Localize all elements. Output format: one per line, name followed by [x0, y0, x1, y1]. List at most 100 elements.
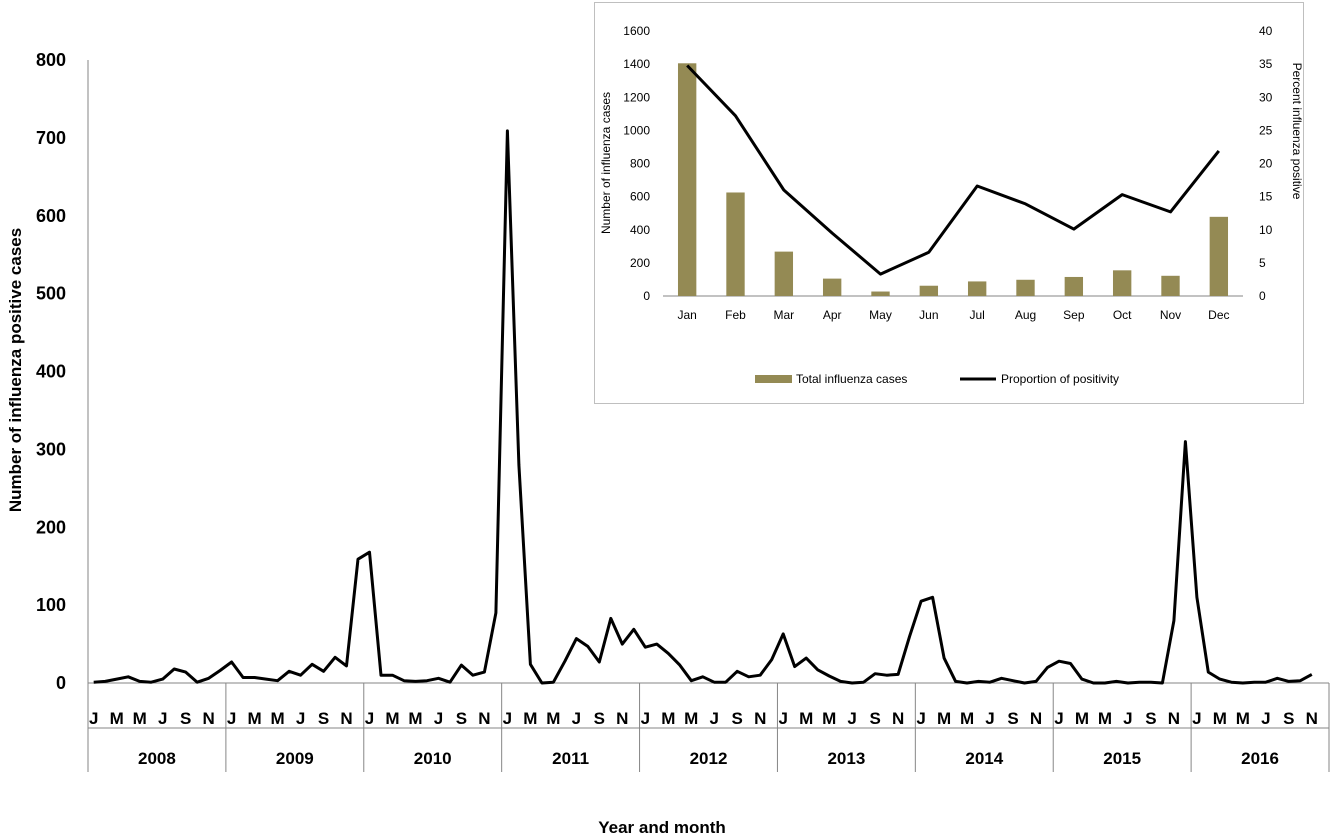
month-tick-label: N [1306, 709, 1318, 728]
month-tick-label: M [385, 709, 399, 728]
inset-y2-tick-label: 5 [1259, 256, 1266, 270]
month-tick-label: M [523, 709, 537, 728]
inset-positivity-line [686, 64, 1220, 276]
legend-label-line: Proportion of positivity [1001, 372, 1119, 386]
month-tick-label: S [318, 709, 329, 728]
main-series-line [93, 129, 1313, 685]
inset-y2-tick-label: 10 [1259, 223, 1273, 237]
inset-bar [822, 278, 842, 296]
month-tick-label: M [1213, 709, 1227, 728]
inset-bar [1209, 216, 1229, 296]
month-tick-label: M [110, 709, 124, 728]
inset-category-label: Nov [1160, 308, 1181, 322]
inset-bar [1112, 270, 1132, 296]
inset-bar [1161, 275, 1180, 296]
month-tick-label: J [916, 709, 925, 728]
month-tick-label: N [478, 709, 490, 728]
month-tick-label: M [684, 709, 698, 728]
year-label: 2012 [690, 749, 728, 768]
inset-category-label: May [869, 308, 892, 322]
month-tick-label: M [1098, 709, 1112, 728]
month-tick-label: J [434, 709, 443, 728]
main-y-tick-label: 600 [36, 206, 66, 226]
inset-y2-tick-label: 20 [1259, 157, 1273, 171]
month-tick-label: J [503, 709, 512, 728]
legend-label-bars: Total influenza cases [796, 372, 907, 386]
month-tick-label: M [248, 709, 262, 728]
month-tick-label: J [710, 709, 719, 728]
inset-bar [919, 285, 939, 296]
inset-category-label: Jan [677, 308, 696, 322]
legend-swatch-bars [755, 375, 792, 383]
main-y-tick-label: 500 [36, 284, 66, 304]
main-y-tick-label: 300 [36, 439, 66, 459]
year-label: 2014 [965, 749, 1003, 768]
month-tick-label: N [892, 709, 904, 728]
month-tick-label: J [778, 709, 787, 728]
month-tick-label: S [732, 709, 743, 728]
month-tick-label: M [799, 709, 813, 728]
main-y-tick-label: 200 [36, 517, 66, 537]
inset-category-label: Sep [1063, 308, 1085, 322]
month-tick-label: J [1123, 709, 1132, 728]
month-tick-label: M [1075, 709, 1089, 728]
month-tick-label: N [1030, 709, 1042, 728]
main-y-tick-label: 800 [36, 50, 66, 70]
inset-bar [677, 63, 697, 296]
month-tick-label: N [1168, 709, 1180, 728]
month-tick-label: M [546, 709, 560, 728]
inset-bar [726, 192, 745, 296]
month-tick-label: J [1192, 709, 1201, 728]
month-tick-label: M [960, 709, 974, 728]
inset-category-label: Feb [725, 308, 746, 322]
main-x-axis-label: Year and month [598, 818, 726, 837]
year-label: 2015 [1103, 749, 1141, 768]
month-tick-label: N [203, 709, 215, 728]
inset-y2-tick-label: 40 [1259, 24, 1273, 38]
main-y-tick-label: 100 [36, 595, 66, 615]
month-tick-label: S [594, 709, 605, 728]
inset-y2-tick-label: 30 [1259, 90, 1273, 104]
inset-bar [871, 291, 890, 296]
inset-bar [967, 281, 987, 296]
year-label: 2009 [276, 749, 314, 768]
inset-y2-axis-label: Percent influenza positive [1290, 63, 1304, 200]
month-tick-label: J [641, 709, 650, 728]
month-tick-label: S [1145, 709, 1156, 728]
inset-y-tick-label: 1000 [623, 123, 650, 137]
main-y-tick-label: 0 [56, 673, 66, 693]
inset-category-label: Jun [919, 308, 938, 322]
main-y-tick-label: 700 [36, 128, 66, 148]
inset-bar-line-chart: 0 200 400 600 800 1000 1200 1400 1600 0 5 10 15 20 25… [599, 24, 1304, 386]
month-tick-label: S [1283, 709, 1294, 728]
month-tick-label: M [937, 709, 951, 728]
month-tick-label: N [340, 709, 352, 728]
inset-y-tick-label: 1600 [623, 24, 650, 38]
inset-y-tick-label: 600 [630, 190, 650, 204]
inset-y2-tick-label: 35 [1259, 57, 1273, 71]
month-tick-label: J [847, 709, 856, 728]
inset-category-label: Apr [823, 308, 842, 322]
year-label: 2016 [1241, 749, 1279, 768]
inset-y-tick-label: 200 [630, 256, 650, 270]
month-tick-label: J [572, 709, 581, 728]
month-tick-label: J [296, 709, 305, 728]
month-tick-label: S [456, 709, 467, 728]
month-tick-label: J [89, 709, 98, 728]
month-tick-label: S [869, 709, 880, 728]
month-tick-label: S [1007, 709, 1018, 728]
month-tick-label: J [1261, 709, 1270, 728]
inset-category-label: Aug [1015, 308, 1036, 322]
month-tick-label: M [661, 709, 675, 728]
year-label: 2011 [552, 749, 589, 768]
inset-category-label: Oct [1113, 308, 1132, 322]
month-tick-label: M [822, 709, 836, 728]
inset-y2-tick-label: 0 [1259, 289, 1266, 303]
inset-category-label: Mar [773, 308, 794, 322]
month-tick-label: J [227, 709, 236, 728]
month-tick-label: J [365, 709, 374, 728]
month-tick-label: J [158, 709, 167, 728]
inset-chart-panel: 0 200 400 600 800 1000 1200 1400 1600 0 5 10 15 20 25… [594, 2, 1304, 404]
month-tick-label: N [754, 709, 766, 728]
